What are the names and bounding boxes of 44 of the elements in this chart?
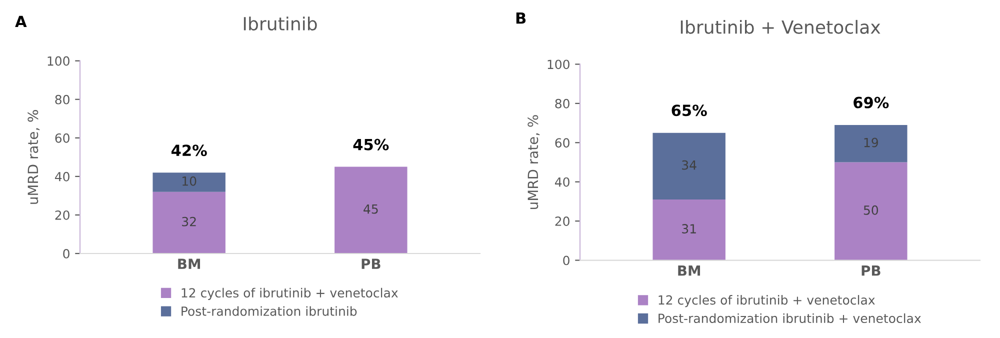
y-tick-label: 80 — [555, 98, 570, 108]
data-label: 32 — [182, 216, 196, 226]
legend-label: 12 cycles of ibrutinib + venetoclax — [658, 295, 875, 308]
legend-label: Post-randomization ibrutinib + venetoclax — [658, 313, 921, 324]
x-tick-label: BM — [178, 258, 200, 269]
data-label: 50 — [864, 205, 878, 215]
y-tick-label: 60 — [555, 138, 570, 148]
legend-label: Post-randomization ibrutinib — [182, 306, 357, 316]
bar — [652, 199, 726, 260]
data-label: 19 — [864, 138, 878, 148]
data-label: 34 — [682, 160, 696, 170]
y-tick-label: 100 — [548, 60, 570, 70]
legend-label: 12 cycles of ibrutinib + venetoclax — [182, 288, 398, 300]
data-label: 10 — [182, 176, 196, 186]
total-label: 45% — [353, 138, 389, 150]
x-tick-label: PB — [362, 258, 380, 269]
bar — [152, 192, 226, 254]
y-tick-label: 40 — [54, 172, 70, 182]
y-axis-title: uMRD rate, % — [28, 110, 40, 204]
y-tick-label: 20 — [555, 216, 570, 226]
bar — [152, 172, 226, 192]
x-tick-label: BM — [678, 266, 700, 276]
y-tick-label: 0 — [63, 248, 70, 258]
y-tick-label: 60 — [55, 133, 70, 143]
chart-title: Ibrutinib + Venetoclax — [680, 20, 880, 34]
bar — [834, 124, 908, 162]
bar — [652, 132, 726, 200]
y-tick-label: 80 — [55, 94, 70, 104]
y-axis-title: uMRD rate, % — [528, 115, 540, 209]
x-tick-label: PB — [862, 266, 880, 276]
text: B — [516, 12, 526, 24]
y-tick-label: 20 — [55, 210, 70, 220]
total-label: 69% — [854, 96, 889, 108]
y-tick-label: 40 — [554, 177, 570, 187]
y-tick-label: 0 — [563, 256, 570, 266]
y-tick-label: 100 — [48, 56, 70, 66]
total-label: 65% — [672, 104, 707, 116]
text: A — [15, 16, 27, 28]
bar — [834, 162, 908, 260]
chart-title: Ibrutinib — [244, 16, 317, 31]
bar — [334, 166, 408, 254]
data-label: 31 — [682, 224, 696, 234]
total-label: 42% — [171, 144, 207, 156]
data-label: 45 — [364, 204, 378, 214]
